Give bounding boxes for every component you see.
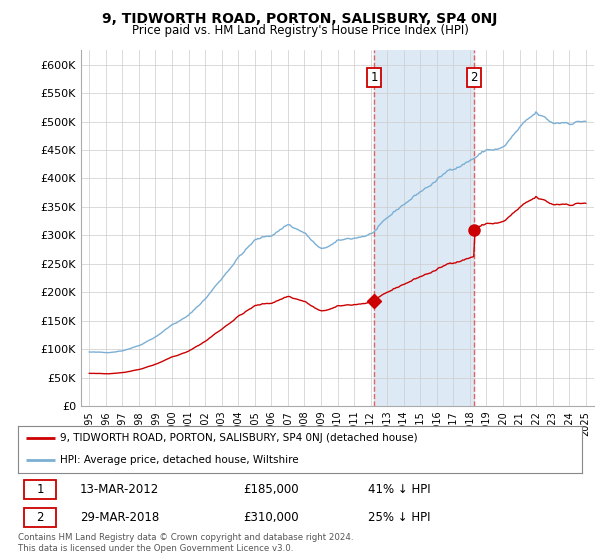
FancyBboxPatch shape	[23, 508, 56, 527]
Text: £310,000: £310,000	[244, 511, 299, 524]
Text: 9, TIDWORTH ROAD, PORTON, SALISBURY, SP4 0NJ: 9, TIDWORTH ROAD, PORTON, SALISBURY, SP4…	[103, 12, 497, 26]
Text: 2: 2	[470, 71, 478, 83]
Text: 9, TIDWORTH ROAD, PORTON, SALISBURY, SP4 0NJ (detached house): 9, TIDWORTH ROAD, PORTON, SALISBURY, SP4…	[60, 433, 418, 444]
Text: 41% ↓ HPI: 41% ↓ HPI	[368, 483, 430, 496]
Text: 13-MAR-2012: 13-MAR-2012	[80, 483, 159, 496]
Text: HPI: Average price, detached house, Wiltshire: HPI: Average price, detached house, Wilt…	[60, 455, 299, 465]
Text: 1: 1	[36, 483, 44, 496]
Text: 1: 1	[370, 71, 378, 83]
Text: Contains HM Land Registry data © Crown copyright and database right 2024.
This d: Contains HM Land Registry data © Crown c…	[18, 533, 353, 553]
FancyBboxPatch shape	[23, 480, 56, 499]
Text: Price paid vs. HM Land Registry's House Price Index (HPI): Price paid vs. HM Land Registry's House …	[131, 24, 469, 36]
Bar	[374, 50, 474, 406]
Text: £185,000: £185,000	[244, 483, 299, 496]
Text: 29-MAR-2018: 29-MAR-2018	[80, 511, 159, 524]
Text: 2: 2	[36, 511, 44, 524]
Text: 25% ↓ HPI: 25% ↓ HPI	[368, 511, 430, 524]
